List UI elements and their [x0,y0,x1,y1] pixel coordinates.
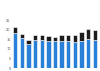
Bar [46,36,50,41]
Bar [92,30,97,40]
Bar [53,41,57,68]
Bar [60,41,64,68]
Bar [86,39,90,68]
Bar [13,33,18,68]
Bar [33,35,37,40]
Bar [26,44,31,68]
Bar [20,34,24,38]
Bar [86,29,90,39]
Bar [26,40,31,44]
Bar [79,32,84,41]
Bar [40,35,44,40]
Bar [60,35,64,41]
Bar [79,41,84,68]
Bar [20,38,24,68]
Bar [40,40,44,68]
Bar [73,35,77,42]
Bar [13,27,18,33]
Bar [73,42,77,68]
Bar [53,36,57,41]
Bar [46,41,50,68]
Bar [66,41,70,68]
Bar [33,40,37,68]
Bar [92,40,97,68]
Bar [66,35,70,41]
